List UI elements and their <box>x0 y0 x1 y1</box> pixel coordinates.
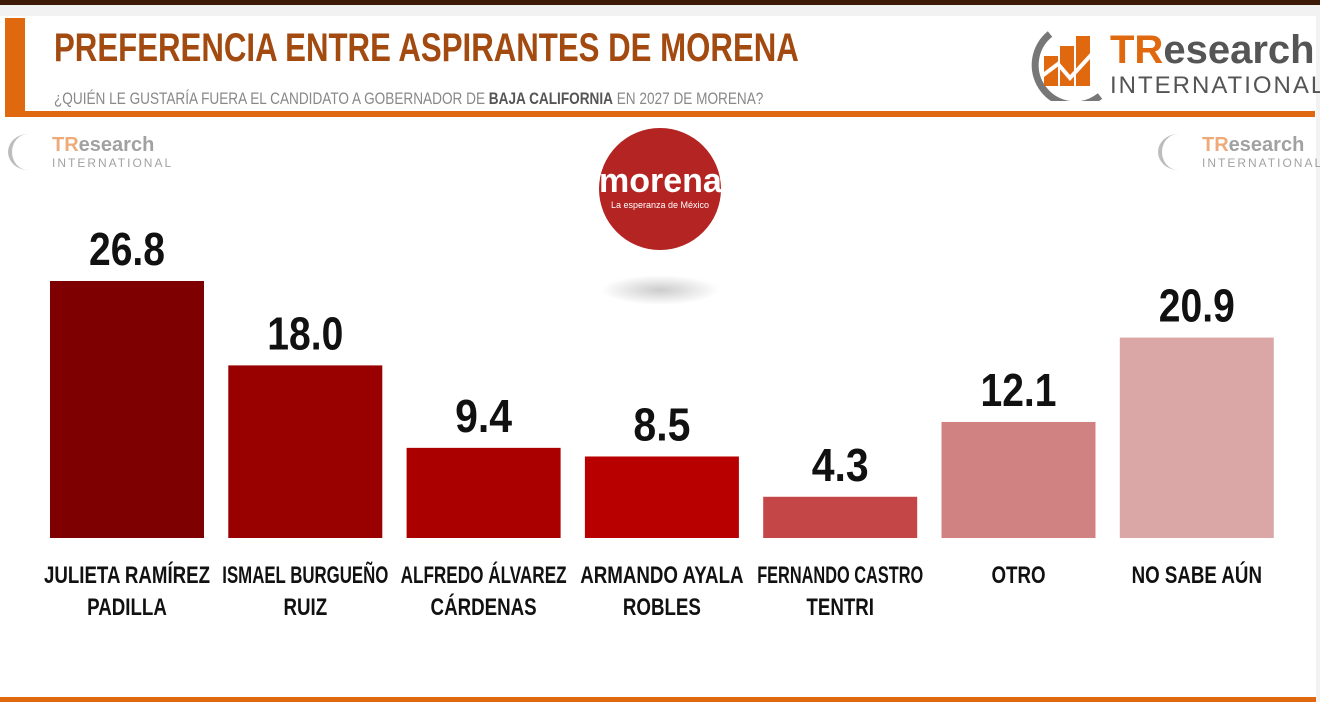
logo-international: INTERNATIONAL <box>52 156 174 170</box>
category-label: JULIETA RAMÍREZ <box>44 561 210 589</box>
divider <box>5 111 1315 117</box>
data-label: 18.0 <box>267 307 343 359</box>
morena-logo: morena La esperanza de México <box>599 128 722 250</box>
page-title: PREFERENCIA ENTRE ASPIRANTES DE MORENA <box>54 26 799 70</box>
category-label: ROBLES <box>623 594 701 621</box>
morena-name: morena <box>599 162 722 200</box>
logo-esearch: esearch <box>1163 27 1315 72</box>
watermark-logo-right: TResearch INTERNATIONAL <box>1158 134 1320 170</box>
logo-international: INTERNATIONAL <box>1202 156 1320 170</box>
morena-tagline: La esperanza de México <box>610 200 710 210</box>
logo-tr: TR <box>1202 134 1229 156</box>
category-label: ALFREDO ÁLVAREZ <box>401 561 567 589</box>
top-strip <box>0 0 1320 5</box>
bar <box>406 447 561 538</box>
logo-tr: TR <box>1110 27 1164 72</box>
logo-shadow <box>600 275 720 305</box>
category-label: PADILLA <box>87 594 167 621</box>
bar <box>1119 337 1274 538</box>
bar <box>941 421 1096 538</box>
subtitle: ¿QUIÉN LE GUSTARÍA FUERA EL CANDIDATO A … <box>54 89 763 109</box>
tresearch-logo: TResearch INTERNATIONAL <box>1030 26 1320 101</box>
category-label: ARMANDO AYALA <box>580 562 743 589</box>
data-label: 4.3 <box>812 439 869 491</box>
bar <box>228 365 383 538</box>
chart-logo-icon <box>1158 134 1198 170</box>
category-label: OTRO <box>991 562 1045 589</box>
subtitle-bold: BAJA CALIFORNIA <box>488 89 613 108</box>
accent-bar <box>5 18 25 115</box>
logo-esearch: esearch <box>1228 134 1305 156</box>
data-label: 12.1 <box>981 364 1057 416</box>
chart-logo-icon <box>1031 31 1103 101</box>
data-label: 8.5 <box>633 398 690 450</box>
category-label: CÁRDENAS <box>431 593 537 621</box>
logo-tr: TR <box>52 134 79 156</box>
subtitle-end: EN 2027 DE MORENA? <box>612 89 764 108</box>
category-label: RUIZ <box>283 594 327 621</box>
watermark-logo-left: TResearch INTERNATIONAL <box>8 134 173 170</box>
category-label: ISMAEL BURGUEÑO <box>222 561 388 589</box>
chart-logo-icon <box>8 134 48 170</box>
logo-international: INTERNATIONAL <box>1110 71 1320 99</box>
data-label: 9.4 <box>455 390 512 442</box>
category-label: FERNANDO CASTRO <box>757 562 923 589</box>
data-label: 20.9 <box>1159 280 1235 332</box>
subtitle-text: ¿QUIÉN LE GUSTARÍA FUERA EL CANDIDATO A … <box>54 89 489 108</box>
category-label: TENTRI <box>806 594 874 621</box>
logo-esearch: esearch <box>78 134 155 156</box>
bottom-divider <box>0 697 1316 702</box>
bar <box>763 496 918 538</box>
data-label: 26.8 <box>89 223 165 275</box>
bar <box>50 281 204 538</box>
bar <box>584 456 739 538</box>
category-label: NO SABE AÚN <box>1132 561 1262 589</box>
